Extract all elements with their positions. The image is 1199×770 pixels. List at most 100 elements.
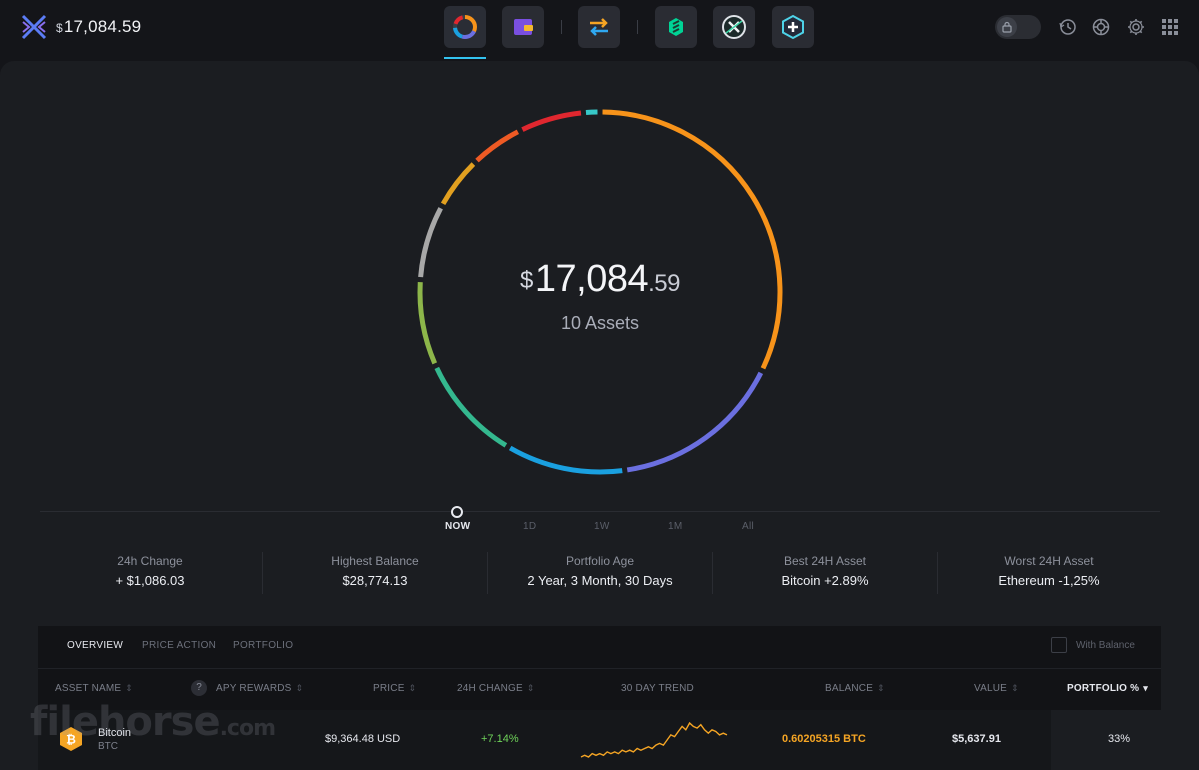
- nav-compound-button[interactable]: [655, 6, 697, 48]
- with-balance-checkbox[interactable]: [1051, 637, 1067, 653]
- tab-portfolio[interactable]: PORTFOLIO: [233, 640, 294, 651]
- donut-segment-4[interactable]: [434, 366, 508, 448]
- range-1w[interactable]: 1W: [594, 521, 610, 532]
- donut-segment-8[interactable]: [475, 129, 520, 163]
- table-tabs: OVERVIEW PRICE ACTION PORTFOLIO With Bal…: [38, 626, 1161, 669]
- column-balance[interactable]: BALANCE ⇕: [825, 683, 885, 694]
- header-balance-currency: $: [56, 21, 63, 35]
- 30-day-trend-sparkline: [580, 721, 728, 758]
- column-30-day-trend: 30 DAY TREND: [621, 683, 694, 694]
- apy-help-icon[interactable]: ?: [191, 680, 207, 696]
- asset-balance: 0.60205315 BTC: [782, 733, 866, 745]
- donut-segment-5[interactable]: [417, 281, 438, 365]
- history-icon[interactable]: [1058, 17, 1078, 37]
- asset-price: $9,364.48 USD: [325, 733, 401, 745]
- sparkline-path: [580, 721, 728, 758]
- column-price[interactable]: PRICE ⇕: [373, 683, 416, 694]
- lock-icon: [1002, 21, 1012, 33]
- stat-value: $28,774.13: [342, 573, 408, 588]
- asset-24h-change: +7.14%: [481, 733, 519, 745]
- filehorse-watermark: filehorse.com: [30, 699, 276, 745]
- stat-24h-change: 24h Change + $1,086.03: [38, 548, 262, 598]
- wallet-icon: [514, 19, 533, 35]
- donut-segment-3[interactable]: [508, 445, 623, 475]
- donut-segment-2[interactable]: [626, 371, 764, 473]
- watermark-text: filehorse: [30, 699, 221, 745]
- portfolio-total-decimals: .59: [648, 270, 680, 297]
- column-apy-rewards[interactable]: APY REWARDS ⇕: [216, 683, 303, 694]
- stat-divider: [487, 552, 488, 594]
- nav-xzc-button[interactable]: [713, 6, 755, 48]
- range-1d[interactable]: 1D: [523, 521, 537, 532]
- header-balance: $17,084.59: [56, 17, 141, 37]
- svg-text:₿: ₿: [66, 733, 76, 747]
- donut-segment-1[interactable]: [602, 109, 783, 370]
- column-24h-change[interactable]: 24H CHANGE ⇕: [457, 683, 535, 694]
- stat-best-24h-asset: Best 24H Asset Bitcoin +2.89%: [713, 548, 937, 598]
- apps-grid-icon[interactable]: [1160, 17, 1180, 37]
- portfolio-total-value: $17,084.59: [400, 258, 800, 301]
- stat-portfolio-age: Portfolio Age 2 Year, 3 Month, 30 Days: [488, 548, 712, 598]
- sort-icon: ⇕: [877, 683, 885, 693]
- range-1m[interactable]: 1M: [668, 521, 683, 532]
- header-balance-value: 17,084.59: [63, 17, 142, 36]
- x-coin-icon: [722, 15, 746, 39]
- top-bar: $17,084.59: [0, 0, 1199, 60]
- nav-wallet-button[interactable]: [502, 6, 544, 48]
- nav-exchange-button[interactable]: [578, 6, 620, 48]
- timeline-now-marker[interactable]: [451, 506, 463, 518]
- column-asset-name[interactable]: ASSET NAME ⇕: [55, 683, 133, 694]
- table-row[interactable]: ₿ Bitcoin BTC $9,364.48 USD +7.14% 0.602…: [38, 710, 1161, 770]
- range-all[interactable]: All: [742, 521, 755, 532]
- asset-portfolio-percent: 33%: [1108, 733, 1131, 745]
- portfolio-total-integer: 17,084: [534, 258, 649, 300]
- donut-segment-9[interactable]: [521, 110, 582, 132]
- tab-price-action[interactable]: PRICE ACTION: [142, 640, 217, 651]
- donut-chart-icon: [453, 15, 477, 39]
- stat-divider: [262, 552, 263, 594]
- sort-icon: ⇕: [526, 683, 535, 693]
- column-label: PORTFOLIO %: [1067, 683, 1140, 694]
- nav-add-app-button[interactable]: [772, 6, 814, 48]
- table-header: ASSET NAME ⇕ APY REWARDS ⇕ PRICE ⇕ 24H CHAN…: [38, 668, 1161, 710]
- stat-value: Bitcoin +2.89%: [781, 573, 869, 588]
- stat-label: 24h Change: [117, 554, 183, 568]
- with-balance-label[interactable]: With Balance: [1076, 640, 1135, 651]
- watermark-suffix: .com: [219, 716, 276, 741]
- donut-segment-6[interactable]: [418, 207, 443, 278]
- column-portfolio-percent[interactable]: PORTFOLIO % ▾: [1067, 683, 1148, 694]
- stat-worst-24h-asset: Worst 24H Asset Ethereum -1,25%: [937, 548, 1161, 598]
- tab-overview[interactable]: OVERVIEW: [67, 640, 124, 651]
- column-value[interactable]: VALUE ⇕: [974, 683, 1019, 694]
- stat-value: Ethereum -1,25%: [998, 573, 1100, 588]
- stat-value: + $1,086.03: [115, 573, 185, 588]
- nav-portfolio-button[interactable]: [444, 6, 486, 48]
- portfolio-stats: 24h Change + $1,086.03 Highest Balance $…: [38, 548, 1161, 598]
- nav-separator: [637, 20, 638, 34]
- sort-icon: ⇕: [408, 683, 417, 693]
- compound-icon: [669, 18, 683, 36]
- lock-toggle[interactable]: [995, 15, 1041, 39]
- sorted-column-highlight: [1051, 710, 1161, 770]
- donut-segment-10[interactable]: [585, 109, 598, 116]
- assets-table: OVERVIEW PRICE ACTION PORTFOLIO With Bal…: [38, 626, 1161, 770]
- column-label: VALUE: [974, 683, 1008, 694]
- swap-arrows-icon: [590, 18, 608, 36]
- range-now[interactable]: NOW: [445, 521, 471, 532]
- asset-value: $5,637.91: [952, 733, 1001, 745]
- column-label: PRICE: [373, 683, 405, 694]
- portfolio-allocation-donut: [417, 109, 783, 475]
- timeline-track: [40, 511, 1160, 512]
- sort-icon: ⇕: [125, 683, 134, 693]
- exodus-logo-icon[interactable]: [20, 13, 48, 41]
- column-label: BALANCE: [825, 683, 874, 694]
- column-label: APY REWARDS: [216, 683, 292, 694]
- column-label: 24H CHANGE: [457, 683, 523, 694]
- settings-gear-icon[interactable]: [1126, 17, 1146, 37]
- help-lifebuoy-icon[interactable]: [1091, 17, 1111, 37]
- stat-label: Highest Balance: [331, 554, 419, 568]
- sort-icon: ⇕: [1011, 683, 1019, 693]
- donut-segment-7[interactable]: [440, 162, 476, 206]
- stat-label: Best 24H Asset: [783, 554, 867, 568]
- asset-name: Bitcoin: [98, 727, 132, 739]
